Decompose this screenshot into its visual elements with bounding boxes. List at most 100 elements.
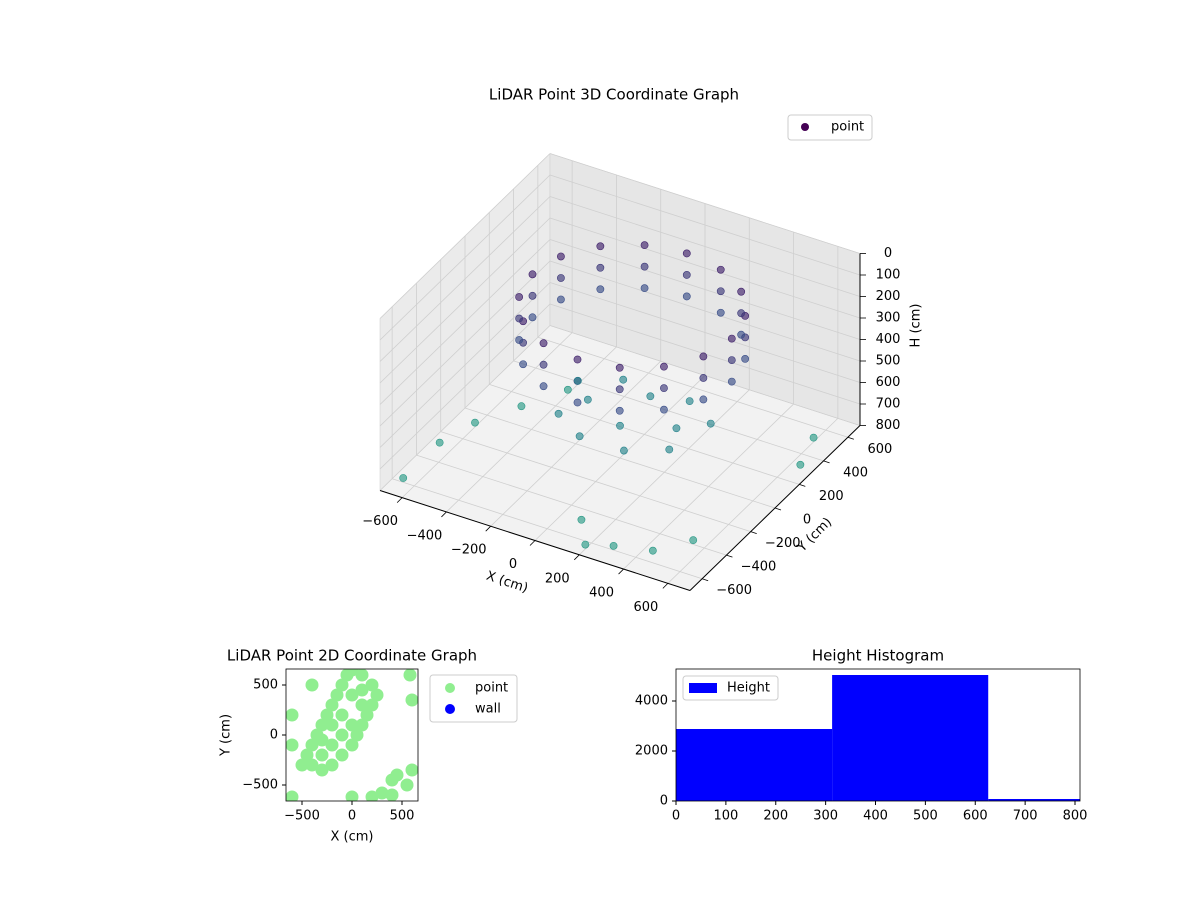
point <box>325 718 339 732</box>
x-tick-label: 0 <box>672 809 680 824</box>
point <box>385 788 399 801</box>
point <box>640 241 649 250</box>
x-tick <box>485 525 491 532</box>
z-tick-label: 400 <box>876 332 901 347</box>
point <box>596 263 605 272</box>
chart-title: LiDAR Point 3D Coordinate Graph <box>489 86 739 104</box>
legend-label: point <box>475 681 508 696</box>
legend-marker <box>445 683 455 693</box>
point <box>563 385 572 394</box>
point <box>646 392 655 401</box>
x-tick-label: −500 <box>284 809 320 824</box>
point <box>515 336 524 344</box>
point <box>335 748 349 762</box>
point <box>577 515 586 524</box>
y-tick-label: 500 <box>253 678 278 693</box>
point <box>665 445 674 454</box>
point <box>528 313 537 322</box>
x-tick-label: 800 <box>1063 809 1088 824</box>
point <box>345 669 359 677</box>
point <box>620 446 628 455</box>
point <box>737 287 746 296</box>
y-tick-label: 200 <box>819 489 844 504</box>
bar <box>832 675 989 801</box>
y-tick <box>702 578 709 582</box>
point <box>365 678 379 692</box>
point <box>573 355 582 364</box>
x-tick-label: 400 <box>863 809 888 824</box>
point <box>515 293 524 301</box>
point <box>345 688 359 702</box>
y-tick-label: 400 <box>843 465 868 480</box>
legend-box <box>787 114 873 141</box>
point <box>515 314 524 323</box>
point <box>539 382 548 391</box>
point <box>575 432 584 441</box>
z-axis-label: H (cm) <box>909 304 924 348</box>
point <box>539 360 548 369</box>
point <box>615 385 624 394</box>
point <box>573 398 582 407</box>
z-tick-label: 300 <box>876 311 901 326</box>
grid-line <box>549 260 861 362</box>
grid-line <box>379 153 551 319</box>
point <box>360 708 374 722</box>
point <box>345 718 359 732</box>
point <box>471 418 479 427</box>
point <box>325 698 339 712</box>
x-tick <box>662 583 669 589</box>
x-tick-label: 700 <box>1013 809 1038 824</box>
grid-line <box>549 196 861 297</box>
point <box>741 355 750 363</box>
point <box>699 395 708 404</box>
grid-line <box>549 217 861 319</box>
y-tick-label: 0 <box>803 513 811 528</box>
grid-line <box>379 282 551 448</box>
x-tick-label: 600 <box>633 600 658 615</box>
point <box>796 460 805 469</box>
y-tick-label: 0 <box>660 794 668 809</box>
y-tick <box>750 531 757 534</box>
y-tick-label: 2000 <box>635 744 668 759</box>
grid-line <box>549 153 861 254</box>
grid-line <box>379 260 551 427</box>
legend-box <box>429 674 518 723</box>
point <box>583 395 592 404</box>
x-tick-label: 500 <box>913 809 938 824</box>
point <box>335 708 349 722</box>
point <box>375 786 389 800</box>
point <box>682 271 691 279</box>
plot-area <box>286 669 418 801</box>
x-tick-label: −200 <box>451 543 487 558</box>
point <box>345 738 359 752</box>
grid-line <box>379 196 551 362</box>
grid-line <box>549 174 861 276</box>
legend-marker <box>445 704 455 714</box>
legend-marker <box>801 123 809 131</box>
point <box>648 546 657 555</box>
grid-line <box>416 454 727 556</box>
point <box>640 262 649 271</box>
point <box>660 362 668 371</box>
point <box>689 536 698 545</box>
grid-line <box>392 478 703 580</box>
grid-line <box>379 217 551 384</box>
point <box>528 291 537 300</box>
y-tick <box>726 554 733 558</box>
z-tick-label: 100 <box>876 268 901 283</box>
grid-line <box>549 282 861 383</box>
grid-line <box>513 360 824 462</box>
point <box>699 374 708 382</box>
point <box>325 758 339 772</box>
grid-line <box>537 336 848 438</box>
point <box>706 419 715 428</box>
point <box>557 295 565 304</box>
x-tick <box>529 540 536 546</box>
y-tick-label: −500 <box>242 778 278 793</box>
point <box>355 698 369 712</box>
x-tick <box>574 554 580 561</box>
point <box>737 309 746 318</box>
point <box>355 669 369 682</box>
point <box>365 790 379 801</box>
point <box>596 285 605 294</box>
